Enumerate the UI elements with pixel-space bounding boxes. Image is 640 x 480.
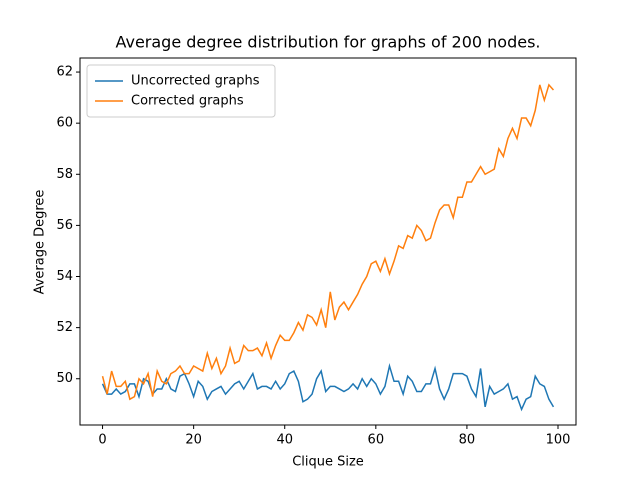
x-tick-label: 80 xyxy=(459,433,476,448)
legend-box xyxy=(86,64,276,118)
x-tick-label: 100 xyxy=(546,433,571,448)
y-tick-label: 50 xyxy=(56,371,73,386)
x-tick-label: 0 xyxy=(98,433,106,448)
x-tick-label: 40 xyxy=(276,433,293,448)
line-series xyxy=(101,362,555,412)
legend-label: Corrected graphs xyxy=(131,94,244,109)
x-tick-label: 60 xyxy=(368,433,385,448)
plot-frame xyxy=(79,57,577,426)
y-tick-label: 60 xyxy=(56,116,73,131)
chart-title: Average degree distribution for graphs o… xyxy=(115,33,540,52)
x-tick-label: 20 xyxy=(185,433,202,448)
line-series xyxy=(101,83,555,401)
legend-label: Uncorrected graphs xyxy=(131,74,260,89)
y-tick-label: 54 xyxy=(56,269,73,284)
y-tick-label: 56 xyxy=(56,218,73,233)
y-tick-label: 58 xyxy=(56,167,73,182)
y-tick-label: 62 xyxy=(56,65,73,80)
x-axis-label: Clique Size xyxy=(292,455,364,470)
y-axis-label: Average Degree xyxy=(33,190,48,295)
y-tick-label: 52 xyxy=(56,320,73,335)
